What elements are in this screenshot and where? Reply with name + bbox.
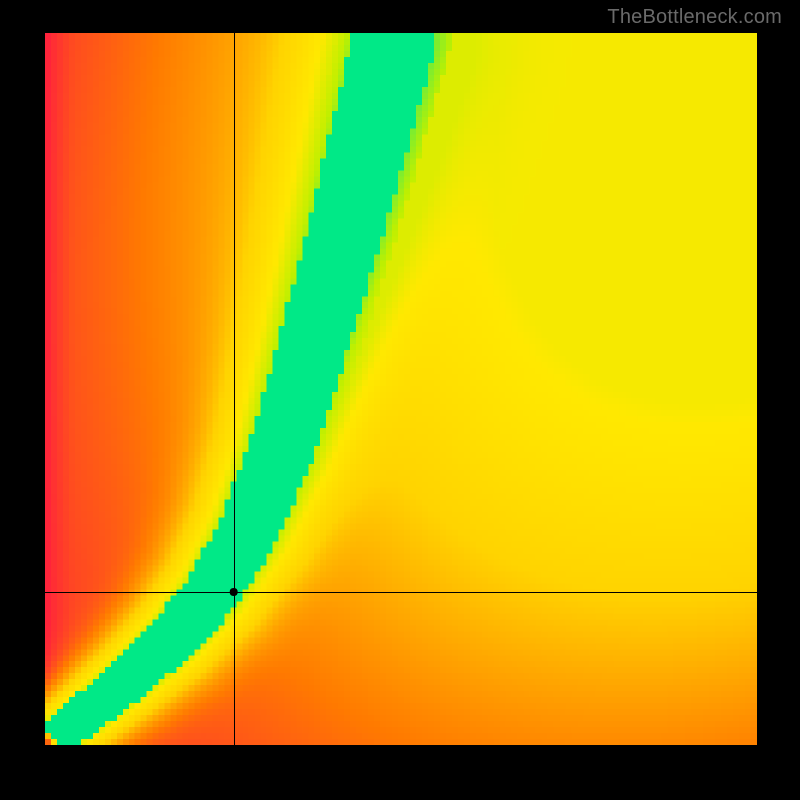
- chart-container: TheBottleneck.com: [0, 0, 800, 800]
- crosshair-overlay: [45, 33, 757, 745]
- watermark-text: TheBottleneck.com: [607, 6, 782, 29]
- plot-area: [45, 33, 757, 745]
